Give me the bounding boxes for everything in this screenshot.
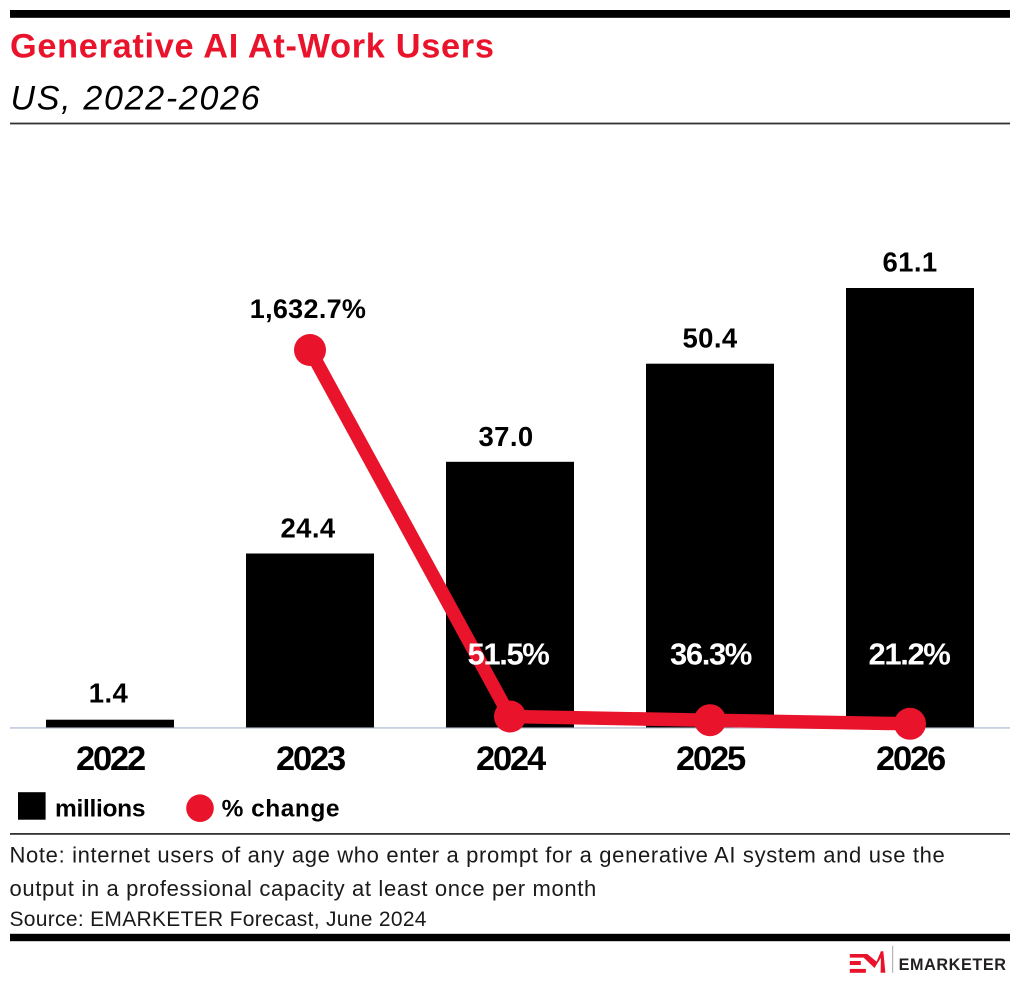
svg-text:Note: internet users of any ag: Note: internet users of any age who ente… [10, 843, 946, 868]
svg-text:millions: millions [55, 795, 145, 822]
svg-text:2023: 2023 [276, 740, 345, 778]
svg-text:50.4: 50.4 [682, 323, 737, 354]
svg-text:% change: % change [222, 795, 340, 822]
svg-text:2022: 2022 [76, 740, 145, 778]
svg-text:2024: 2024 [476, 740, 546, 778]
svg-text:Source: EMARKETER Forecast, Ju: Source: EMARKETER Forecast, June 2024 [10, 908, 427, 931]
svg-text:2025: 2025 [676, 740, 746, 778]
svg-text:61.1: 61.1 [882, 247, 937, 278]
svg-text:1.4: 1.4 [89, 678, 129, 709]
svg-text:21.2%: 21.2% [869, 637, 951, 672]
svg-text:51.5%: 51.5% [468, 637, 550, 672]
svg-text:2026: 2026 [876, 740, 945, 778]
svg-text:36.3%: 36.3% [670, 637, 752, 672]
svg-text:Generative AI At-Work Users: Generative AI At-Work Users [10, 28, 495, 66]
svg-text:37.0: 37.0 [478, 421, 533, 452]
svg-text:output in a professional capac: output in a professional capacity at lea… [10, 876, 597, 901]
svg-text:24.4: 24.4 [280, 513, 335, 544]
svg-text:US, 2022-2026: US, 2022-2026 [11, 79, 262, 117]
svg-text:EMARKETER: EMARKETER [899, 956, 1007, 974]
svg-text:1,632.7%: 1,632.7% [250, 294, 367, 324]
